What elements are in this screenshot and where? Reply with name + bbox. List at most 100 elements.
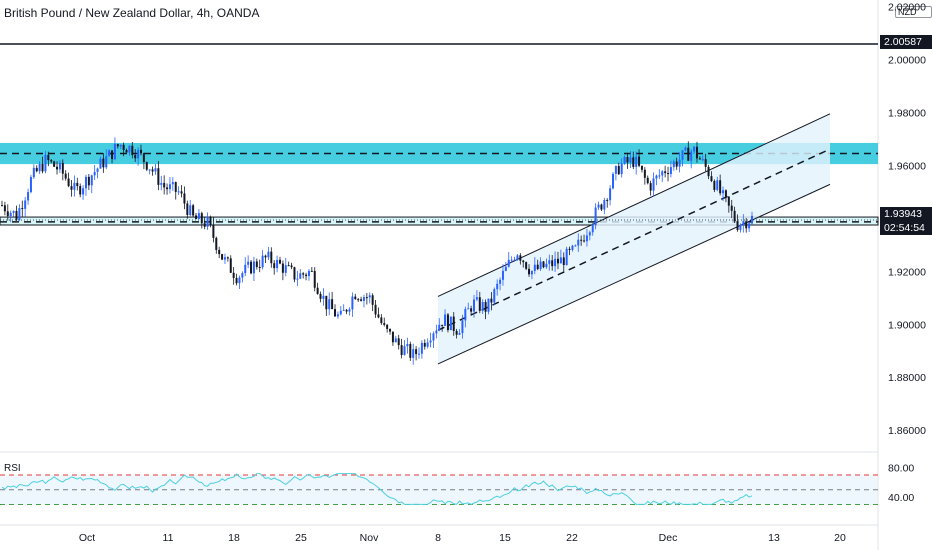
candle-body xyxy=(229,258,232,273)
candle-body xyxy=(307,270,310,277)
candle-body xyxy=(206,217,209,227)
candle-body xyxy=(473,299,476,312)
candle-body xyxy=(241,273,244,278)
candle-body xyxy=(684,147,687,151)
candle-body xyxy=(464,309,467,321)
candle-body xyxy=(56,166,59,170)
x-tick-label: 22 xyxy=(566,532,578,544)
candle-body xyxy=(171,182,174,185)
candle-body xyxy=(400,345,403,355)
candle-body xyxy=(281,263,284,273)
y-tick-label: 1.90000 xyxy=(888,319,926,331)
candle-body xyxy=(412,349,415,358)
candle-body xyxy=(545,263,548,268)
currency-badge[interactable]: NZD xyxy=(895,6,932,18)
x-tick-label: Dec xyxy=(659,532,678,544)
candle-body xyxy=(325,295,328,310)
candle-body xyxy=(235,277,238,284)
candle-body xyxy=(707,166,710,177)
candle-body xyxy=(478,297,481,311)
x-tick-label: 18 xyxy=(228,532,240,544)
candle-body xyxy=(522,260,525,263)
candle-body xyxy=(12,210,15,213)
rsi-tick-label: 80.00 xyxy=(888,463,914,475)
candle-body xyxy=(562,257,565,266)
candle-body xyxy=(681,150,684,160)
candle-body xyxy=(559,257,562,264)
candle-body xyxy=(475,297,478,300)
candle-body xyxy=(620,163,623,175)
resistance-price-tag: 2.00587 xyxy=(880,35,932,49)
y-tick-label: 2.00000 xyxy=(888,55,926,67)
candle-body xyxy=(580,239,583,241)
candle-body xyxy=(342,309,345,311)
candle-body xyxy=(667,173,670,175)
candle-body xyxy=(374,304,377,315)
candle-body xyxy=(258,266,261,268)
candle-body xyxy=(386,324,389,329)
candle-body xyxy=(336,314,339,317)
candle-body xyxy=(348,309,351,312)
candle-body xyxy=(328,299,331,310)
candle-body xyxy=(310,270,313,272)
candle-body xyxy=(591,225,594,233)
candle-body xyxy=(571,245,574,250)
candle-body xyxy=(24,200,27,209)
candle-body xyxy=(221,254,224,260)
candle-body xyxy=(264,255,267,258)
candle-body xyxy=(296,278,299,280)
candle-body xyxy=(441,324,444,326)
candle-body xyxy=(565,248,568,266)
candle-body xyxy=(455,330,458,335)
candle-body xyxy=(675,161,678,167)
candle-body xyxy=(76,182,79,187)
candle-body xyxy=(238,277,241,284)
candle-body xyxy=(61,162,64,174)
candle-body xyxy=(125,149,128,153)
candle-body xyxy=(736,221,739,230)
candle-body xyxy=(426,342,429,347)
candle-body xyxy=(50,160,53,162)
candle-body xyxy=(719,180,722,194)
candle-body xyxy=(722,190,725,194)
candle-body xyxy=(154,168,157,172)
candle-body xyxy=(724,190,727,197)
candle-body xyxy=(247,261,250,265)
candle-body xyxy=(151,169,154,172)
candle-body xyxy=(276,259,279,269)
candle-body xyxy=(504,266,507,271)
candle-body xyxy=(664,171,667,174)
candle-body xyxy=(255,261,258,267)
candle-body xyxy=(672,161,675,168)
y-tick-label: 2.02000 xyxy=(888,2,926,14)
candle-body xyxy=(305,274,308,277)
candle-body xyxy=(655,175,658,179)
candle-body xyxy=(556,258,559,264)
x-tick-label: 13 xyxy=(768,532,780,544)
candle-body xyxy=(15,210,18,220)
candle-body xyxy=(470,308,473,312)
candle-body xyxy=(192,205,195,216)
candle-body xyxy=(212,224,215,238)
candle-body xyxy=(638,156,641,166)
candle-body xyxy=(189,205,192,215)
candle-body xyxy=(435,330,438,334)
candle-body xyxy=(290,265,293,268)
x-tick-label: 8 xyxy=(435,532,441,544)
candle-body xyxy=(6,211,9,217)
candle-body xyxy=(137,149,140,159)
candle-body xyxy=(606,199,609,201)
channel-lower-line xyxy=(437,183,831,365)
candle-body xyxy=(203,223,206,227)
candle-body xyxy=(389,328,392,332)
candle-body xyxy=(499,279,502,284)
candle-body xyxy=(41,163,44,172)
candle-body xyxy=(9,212,12,217)
candle-body xyxy=(594,207,597,226)
candle-body xyxy=(432,333,435,341)
last-price-tag: 1.93943 xyxy=(880,207,932,221)
candle-body xyxy=(380,317,383,324)
candle-body xyxy=(487,298,490,312)
candle-body xyxy=(93,171,96,176)
